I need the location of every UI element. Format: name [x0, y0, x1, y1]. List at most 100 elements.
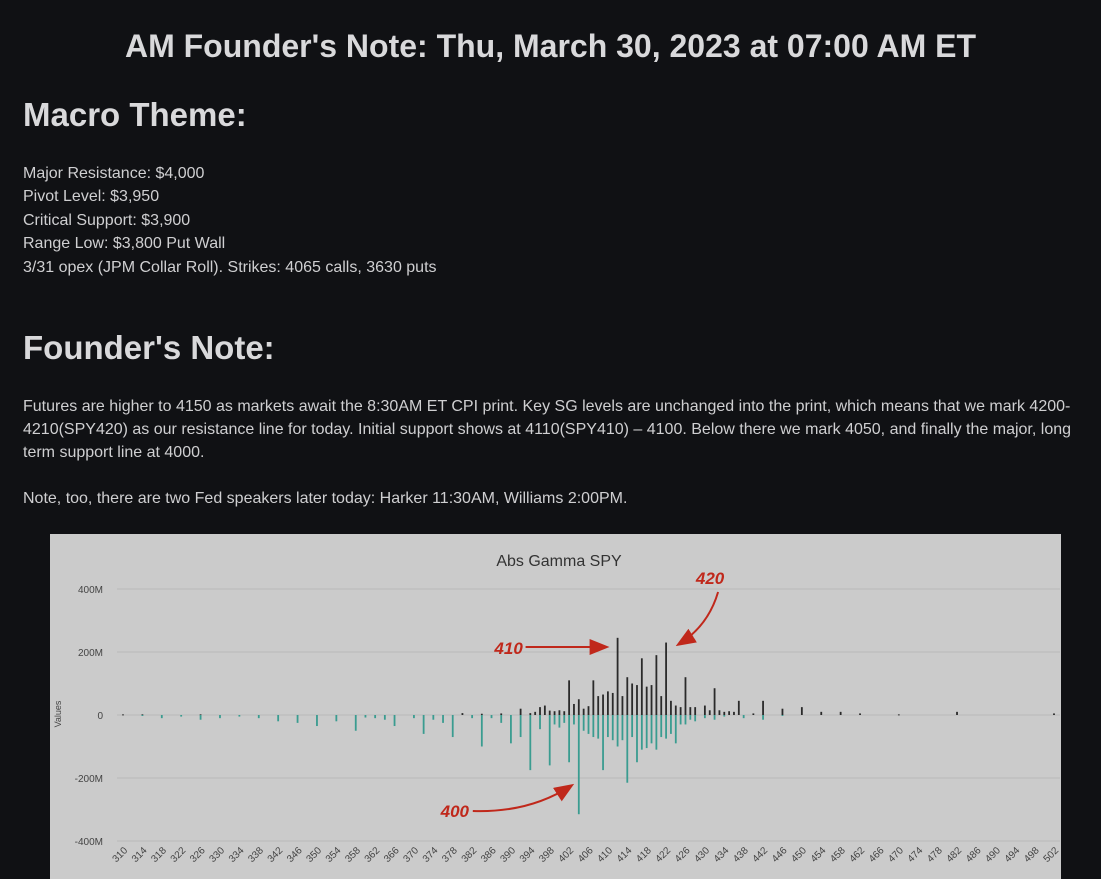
gamma-bar — [277, 715, 280, 722]
gamma-bar — [122, 714, 124, 716]
x-tick-label: 362 — [363, 845, 383, 865]
gamma-bar — [626, 677, 629, 715]
gamma-bar — [573, 715, 575, 725]
x-tick-label: 502 — [1042, 845, 1061, 865]
gamma-bar — [543, 705, 546, 715]
gamma-bar — [679, 715, 682, 725]
gamma-bar — [636, 715, 638, 763]
gamma-bar — [582, 708, 585, 715]
x-tick-label: 454 — [809, 845, 829, 865]
gamma-bar — [689, 715, 692, 720]
gamma-bar — [636, 685, 638, 715]
level-range-low: Range Low: $3,800 Put Wall — [23, 235, 226, 253]
gamma-bar — [582, 715, 585, 731]
x-tick-label: 422 — [654, 845, 674, 865]
x-tick-label: 358 — [343, 845, 363, 865]
x-tick-label: 394 — [518, 845, 538, 865]
gamma-bar — [577, 699, 580, 715]
gamma-bar — [393, 715, 396, 727]
x-tick-label: 398 — [537, 845, 557, 865]
gamma-bar — [219, 715, 221, 719]
gamma-bar — [728, 711, 731, 715]
gamma-bar — [1053, 713, 1055, 715]
x-tick-label: 326 — [188, 845, 208, 865]
gamma-bar — [500, 713, 503, 715]
gamma-bar — [529, 715, 532, 771]
gamma-bar — [354, 715, 357, 731]
gamma-bar — [296, 715, 299, 723]
x-tick-label: 346 — [285, 845, 305, 865]
macro-levels-list: Major Resistance: $4,000 Pivot Level: $3… — [23, 162, 437, 279]
gamma-bar — [141, 714, 144, 716]
gamma-bar — [640, 658, 643, 715]
gamma-bar — [650, 685, 653, 715]
x-tick-label: 370 — [401, 845, 421, 865]
gamma-bar — [364, 715, 367, 718]
x-tick-label: 490 — [983, 845, 1003, 865]
page-title: AM Founder's Note: Thu, March 30, 2023 a… — [124, 28, 977, 64]
gamma-bar — [199, 714, 202, 716]
gamma-bar — [650, 715, 653, 744]
gamma-bar — [568, 680, 571, 715]
x-tick-label: 470 — [886, 845, 906, 865]
gamma-bar — [713, 715, 716, 720]
gamma-bar — [451, 715, 454, 738]
x-tick-label: 466 — [867, 845, 887, 865]
gamma-bar — [422, 715, 425, 734]
x-tick-label: 350 — [305, 845, 325, 865]
fed-speakers-paragraph: Note, too, there are two Fed speakers la… — [23, 490, 628, 507]
gamma-bar — [631, 715, 634, 738]
y-tick-label: 0 — [97, 711, 103, 722]
x-tick-label: 446 — [770, 845, 790, 865]
gamma-bar — [708, 710, 711, 715]
gamma-bar — [718, 710, 721, 715]
gamma-bar — [238, 715, 241, 717]
level-major-resistance: Major Resistance: $4,000 — [23, 165, 205, 182]
gamma-bar — [611, 715, 614, 741]
gamma-bar — [616, 637, 619, 715]
gamma-bar — [684, 677, 687, 715]
gamma-bar — [897, 714, 900, 716]
gamma-bar — [679, 707, 682, 715]
x-tick-label: 338 — [246, 845, 266, 865]
gamma-bar — [577, 715, 580, 815]
x-tick-label: 414 — [615, 845, 635, 865]
x-tick-label: 482 — [945, 845, 965, 865]
gamma-bar — [257, 715, 260, 719]
gamma-bar — [674, 705, 677, 715]
gamma-bar — [316, 715, 318, 727]
gamma-bar — [539, 707, 541, 715]
gamma-bar — [742, 715, 745, 719]
gamma-bar — [432, 715, 435, 720]
annotation-400-label: 400 — [440, 802, 470, 821]
x-tick-label: 318 — [149, 845, 169, 865]
gamma-bar — [587, 715, 590, 734]
gamma-bar — [374, 715, 377, 719]
level-pivot: Pivot Level: $3,950 — [23, 188, 160, 206]
gamma-bar — [180, 715, 183, 717]
gamma-bar — [665, 642, 667, 715]
gamma-bar — [703, 705, 706, 715]
gamma-bar — [621, 715, 624, 741]
gamma-bar — [480, 713, 483, 715]
gamma-bar — [548, 710, 551, 715]
gamma-bar — [665, 715, 667, 739]
gamma-bar — [689, 707, 692, 715]
gamma-bar — [621, 696, 624, 715]
gamma-bar — [820, 711, 823, 715]
gamma-bar — [539, 715, 541, 730]
gamma-bar — [461, 713, 464, 715]
gamma-bar — [762, 700, 764, 715]
y-tick-label: 200M — [78, 648, 103, 659]
annotation-420-label: 420 — [695, 569, 725, 588]
gamma-bar — [781, 715, 784, 716]
gamma-bar — [660, 715, 663, 738]
abs-gamma-chart-svg: Abs Gamma SPY Values 400M 200M 0 -200M -400M… — [53, 553, 1061, 865]
gamma-bar — [684, 715, 687, 725]
macro-theme-heading: Macro Theme: — [23, 96, 247, 133]
gamma-bar — [723, 715, 726, 717]
chart-title: Abs Gamma SPY — [496, 553, 622, 570]
gamma-bar — [563, 715, 566, 723]
x-tick-label: 310 — [111, 845, 131, 865]
